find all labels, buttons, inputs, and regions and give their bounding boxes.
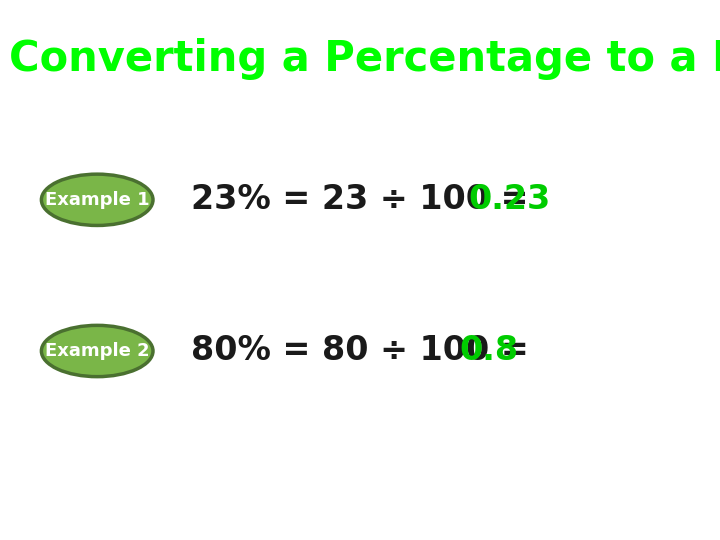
Text: 0.8: 0.8 bbox=[459, 334, 518, 368]
Text: Converting a Percentage to a Decimal: Converting a Percentage to a Decimal bbox=[9, 38, 720, 80]
Text: Example 2: Example 2 bbox=[45, 342, 150, 360]
Text: Example 1: Example 1 bbox=[45, 191, 150, 209]
Text: 0.23: 0.23 bbox=[468, 183, 550, 217]
Text: 23% = 23 ÷ 100 =: 23% = 23 ÷ 100 = bbox=[191, 183, 540, 217]
Text: 80% = 80 ÷ 100 =: 80% = 80 ÷ 100 = bbox=[191, 334, 528, 368]
